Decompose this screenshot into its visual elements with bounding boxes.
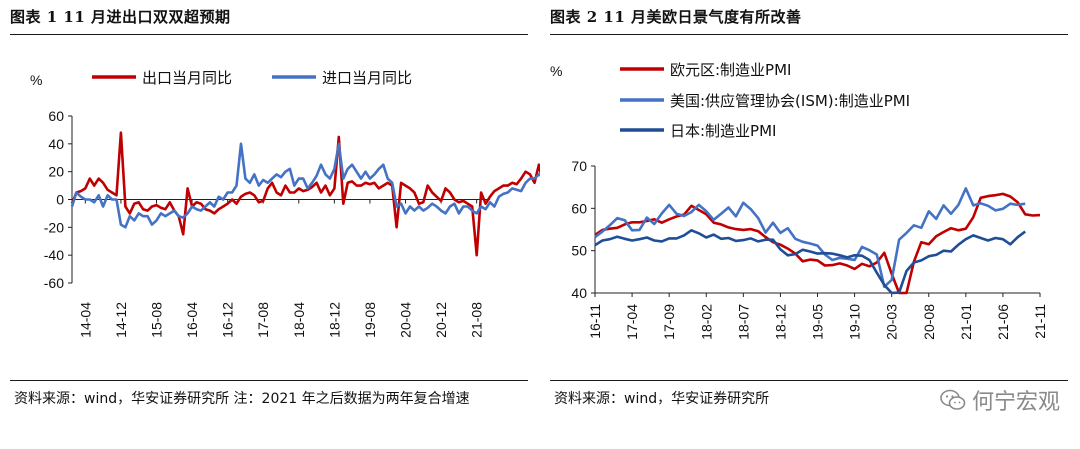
right-x-tick-label: 18-12 [772, 304, 788, 340]
right-top-rule [550, 34, 1068, 35]
left-series-line-2 [70, 142, 540, 229]
right-x-tick-label: 21-11 [1032, 304, 1048, 339]
left-x-tick-label: 16-04 [184, 302, 200, 338]
left-x-tick-label: 20-12 [433, 302, 449, 338]
left-chart-panel: 图表 1 11 月进出口双双超预期 % -60 -40 -20 0 20 40 60 14-04… [10, 8, 540, 407]
left-trade-chart: % -60 -40 -20 0 20 40 60 14-04 14-12 15-08 16-04 16-… [30, 69, 540, 338]
left-x-tick-label: 17-08 [255, 302, 271, 338]
left-series-line-1 [70, 131, 540, 257]
right-series-line-1 [594, 192, 1041, 295]
right-pmi-chart: % 40 50 60 70 16-11 17-04 17-09 18-02 18-07 18-12 1… [550, 61, 1048, 340]
left-unit-label: % [30, 72, 42, 88]
right-x-tick-label: 17-04 [624, 304, 640, 340]
left-x-tick-label: 18-04 [291, 302, 307, 338]
left-bottom-rule [10, 380, 528, 381]
right-bottom-rule [550, 380, 1068, 381]
right-y-tick-label: 60 [571, 200, 587, 216]
left-figure-title: 图表 1 11 月进出口双双超预期 [10, 8, 231, 26]
left-y-tick-label: 0 [56, 192, 64, 208]
left-top-rule [10, 34, 528, 35]
right-chart-panel: 图表 2 11 月美欧日景气度有所改善 % 40 50 60 70 16-11 17-04 1… [540, 0, 1080, 449]
left-y-tick-label: -40 [44, 247, 64, 263]
left-y-tick-label: -60 [44, 275, 64, 291]
left-legend-label-2: 进口当月同比 [322, 69, 412, 87]
left-y-tick-label: 20 [48, 164, 64, 180]
right-y-tick-label: 40 [571, 285, 587, 301]
left-source-note: 资料来源：wind，华安证券研究所 注：2021 年之后数据为两年复合增速 [14, 391, 470, 407]
watermark: 何宁宏观 [940, 384, 1060, 416]
left-x-tick-label: 20-04 [398, 302, 414, 338]
right-x-tick-label: 18-07 [735, 304, 751, 340]
left-x-tick-label: 19-08 [362, 302, 378, 338]
right-x-tick-label: 21-06 [995, 304, 1011, 340]
right-x-tick-label: 19-05 [810, 304, 826, 340]
right-x-tick-label: 20-08 [921, 304, 937, 340]
left-y-tick-label: -20 [44, 219, 64, 235]
left-x-tick-label: 14-04 [77, 302, 93, 338]
left-y-tick-label: 40 [48, 136, 64, 152]
left-x-tick-label: 15-08 [148, 302, 164, 338]
right-x-tick-label: 17-09 [661, 304, 677, 340]
left-x-tick-label: 18-12 [326, 302, 342, 338]
right-legend-label-2: 美国:供应管理协会(ISM):制造业PMI [670, 92, 910, 110]
right-y-tick-label: 70 [571, 158, 587, 174]
right-figure-title: 图表 2 11 月美欧日景气度有所改善 [550, 8, 802, 26]
left-x-tick-label: 21-08 [469, 302, 485, 338]
wechat-icon [940, 389, 966, 410]
right-series-line-3 [594, 229, 1026, 295]
left-legend-label-1: 出口当月同比 [142, 69, 232, 87]
right-series-line-2 [594, 187, 1026, 288]
right-unit-label: % [550, 63, 562, 79]
right-x-tick-label: 16-11 [587, 304, 603, 339]
left-x-tick-label: 14-12 [113, 302, 129, 338]
right-x-tick-label: 19-10 [847, 304, 863, 340]
left-y-tick-label: 60 [48, 108, 64, 124]
right-legend-label-3: 日本:制造业PMI [670, 122, 776, 140]
right-legend-label-1: 欧元区:制造业PMI [670, 61, 791, 79]
right-x-tick-label: 20-03 [884, 304, 900, 340]
right-x-tick-label: 21-01 [958, 304, 974, 340]
right-y-tick-label: 50 [571, 243, 587, 259]
left-x-tick-label: 16-12 [220, 302, 236, 338]
right-x-tick-label: 18-02 [698, 304, 714, 340]
right-source-note: 资料来源：wind，华安证券研究所 [554, 391, 770, 407]
watermark-text: 何宁宏观 [971, 390, 1060, 415]
